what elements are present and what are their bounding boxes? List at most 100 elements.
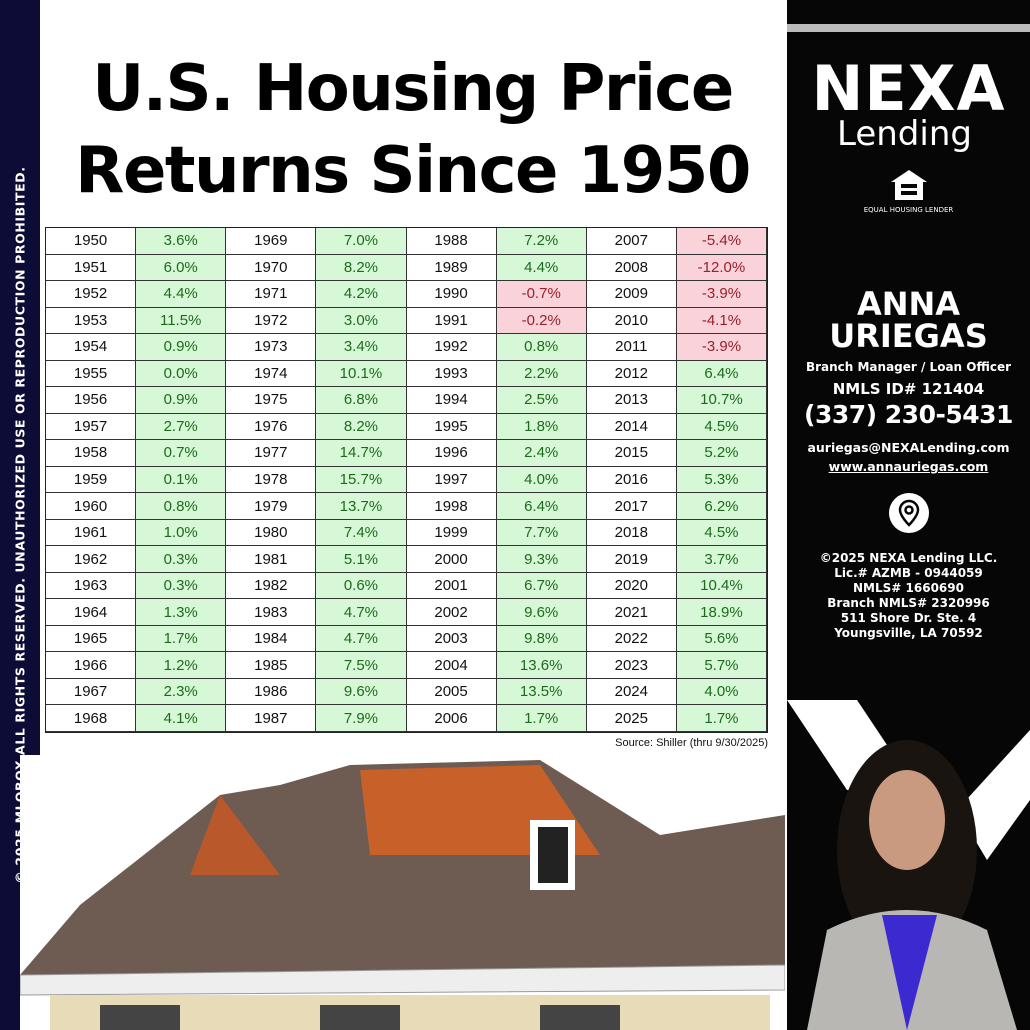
return-cell: 13.7% (316, 493, 407, 520)
house-image (20, 755, 785, 1030)
year-cell: 1964 (46, 599, 137, 626)
year-cell: 2022 (586, 625, 677, 653)
return-cell: 0.0% (136, 360, 227, 388)
return-cell: 6.8% (316, 387, 407, 414)
legal-line: 511 Shore Dr. Ste. 4 (840, 611, 977, 625)
nexa-logo: NEXA (811, 52, 1006, 125)
year-cell: 1952 (46, 281, 137, 308)
year-cell: 1965 (46, 625, 137, 653)
year-cell: 1955 (46, 360, 137, 388)
return-cell: 1.7% (676, 705, 767, 732)
return-cell: 7.5% (316, 652, 407, 679)
website-link[interactable]: www.annauriegas.com (828, 459, 989, 474)
officer-name: ANNA URIEGAS (787, 288, 1030, 352)
return-cell: 5.3% (676, 466, 767, 494)
return-cell: 18.9% (676, 599, 767, 626)
year-cell: 1973 (226, 334, 317, 361)
year-cell: 1962 (46, 546, 137, 573)
return-cell: 0.3% (136, 546, 227, 573)
return-cell: 4.4% (496, 254, 587, 282)
year-cell: 1987 (226, 705, 317, 732)
year-cell: 2004 (406, 652, 497, 679)
officer-photo (787, 700, 1030, 1030)
year-cell: 1993 (406, 360, 497, 388)
source-note: Source: Shiller (thru 9/30/2025) (615, 737, 768, 749)
year-cell: 2017 (586, 493, 677, 520)
year-cell: 2003 (406, 625, 497, 653)
equal-housing-logo: EQUAL HOUSING LENDER (787, 168, 1030, 214)
year-cell: 2025 (586, 705, 677, 732)
return-cell: -4.1% (676, 307, 767, 335)
return-cell: 13.5% (496, 678, 587, 706)
year-cell: 1985 (226, 652, 317, 679)
return-cell: 9.6% (496, 599, 587, 626)
return-cell: 13.6% (496, 652, 587, 679)
return-cell: 0.3% (136, 572, 227, 600)
return-cell: 7.7% (496, 519, 587, 547)
return-cell: 15.7% (316, 466, 407, 494)
year-cell: 2008 (586, 254, 677, 282)
return-cell: 8.2% (316, 413, 407, 441)
year-cell: 1967 (46, 678, 137, 706)
return-cell: 0.8% (496, 334, 587, 361)
year-cell: 2024 (586, 678, 677, 706)
return-cell: 7.9% (316, 705, 407, 732)
return-cell: 0.8% (136, 493, 227, 520)
year-cell: 1976 (226, 413, 317, 441)
return-cell: 6.4% (676, 360, 767, 388)
lender-panel: NEXA Lending EQUAL HOUSING LENDER ANNA U… (787, 0, 1030, 1030)
year-cell: 2009 (586, 281, 677, 308)
year-cell: 1956 (46, 387, 137, 414)
return-cell: -0.7% (496, 281, 587, 308)
year-cell: 2014 (586, 413, 677, 441)
return-cell: 0.1% (136, 466, 227, 494)
return-cell: 9.6% (316, 678, 407, 706)
legal-line: ©2025 NEXA Lending LLC. (819, 551, 998, 565)
year-cell: 2023 (586, 652, 677, 679)
return-cell: 4.0% (496, 466, 587, 494)
year-cell: 1971 (226, 281, 317, 308)
last-name: URIEGAS (829, 317, 988, 355)
year-cell: 1989 (406, 254, 497, 282)
year-cell: 2010 (586, 307, 677, 335)
year-cell: 1963 (46, 572, 137, 600)
year-cell: 1999 (406, 519, 497, 547)
phone-number[interactable]: (337) 230-5431 (804, 400, 1013, 429)
return-cell: 3.0% (316, 307, 407, 335)
return-cell: 0.6% (316, 572, 407, 600)
year-cell: 1974 (226, 360, 317, 388)
equal-housing-text: EQUAL HOUSING LENDER (863, 206, 954, 214)
legal-line: Lic.# AZMB - 0944059 (834, 566, 983, 580)
return-cell: 9.8% (496, 625, 587, 653)
email-link[interactable]: auriegas@NEXALending.com (807, 440, 1010, 455)
year-cell: 1979 (226, 493, 317, 520)
equal-housing-icon (890, 170, 927, 200)
year-cell: 2007 (586, 228, 677, 255)
year-cell: 1997 (406, 466, 497, 494)
title-line-1: U.S. Housing Price (92, 52, 734, 126)
return-cell: 7.4% (316, 519, 407, 547)
year-cell: 1990 (406, 281, 497, 308)
year-cell: 2006 (406, 705, 497, 732)
year-cell: 1957 (46, 413, 137, 441)
year-cell: 1996 (406, 440, 497, 467)
year-cell: 1968 (46, 705, 137, 732)
map-pin-icon[interactable] (889, 493, 929, 533)
year-cell: 2002 (406, 599, 497, 626)
year-cell: 2016 (586, 466, 677, 494)
return-cell: 0.9% (136, 387, 227, 414)
return-cell: -12.0% (676, 254, 767, 282)
year-cell: 2021 (586, 599, 677, 626)
year-cell: 2015 (586, 440, 677, 467)
year-cell: 2005 (406, 678, 497, 706)
first-name: ANNA (856, 285, 961, 323)
return-cell: -5.4% (676, 228, 767, 255)
return-cell: 4.5% (676, 413, 767, 441)
return-cell: 5.7% (676, 652, 767, 679)
nexa-logo-sub: Lending (837, 114, 972, 154)
year-cell: 1961 (46, 519, 137, 547)
return-cell: 1.8% (496, 413, 587, 441)
returns-table: 1950 3.6% 1969 7.0% 1988 7.2% 2007 -5.4% 1951 6.0… (45, 227, 768, 733)
year-cell: 1984 (226, 625, 317, 653)
return-cell: 4.7% (316, 625, 407, 653)
